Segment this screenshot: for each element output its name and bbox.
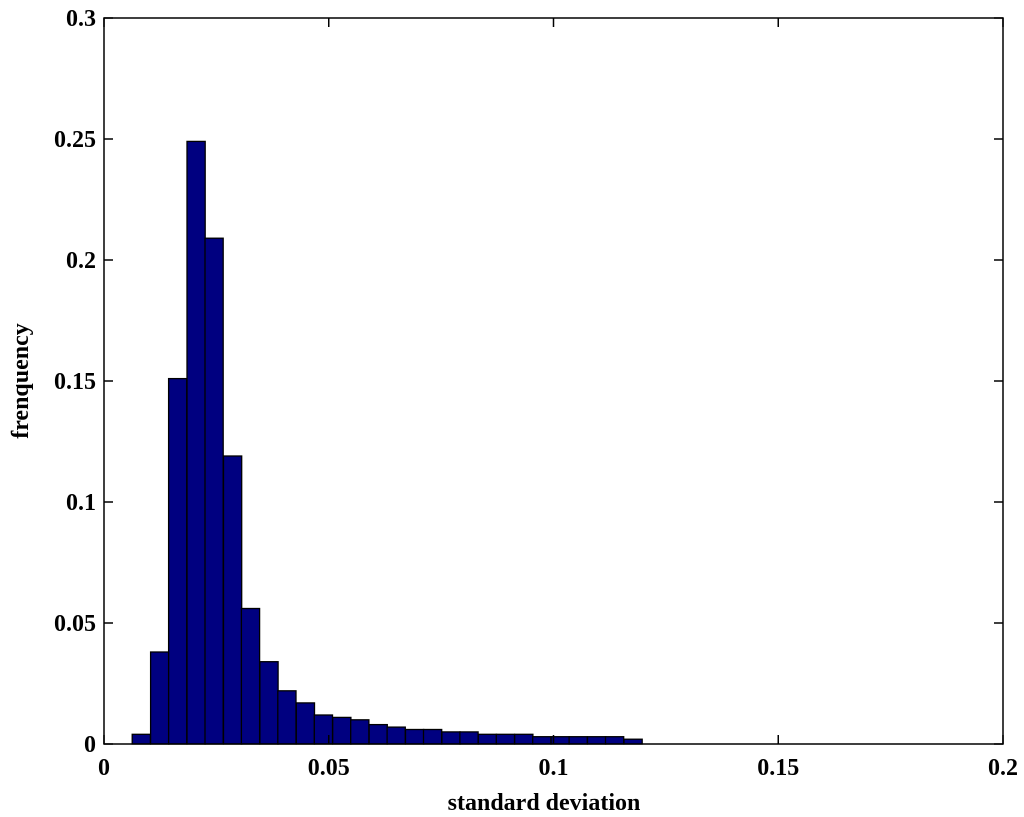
y-tick-label: 0 [84, 732, 96, 758]
x-axis-label: standard deviation [448, 790, 641, 816]
histogram-bar [240, 607, 261, 745]
histogram-bar [295, 702, 316, 745]
histogram-bar [477, 733, 498, 745]
y-tick-label: 0.25 [54, 127, 96, 153]
histogram-bar [149, 651, 170, 745]
y-tick-label: 0.2 [66, 248, 96, 274]
tick-labels-group: 0 0.05 0.1 0.15 0.2 0 0.05 0.1 0.15 0.2 0.25 0.3 [54, 6, 1018, 781]
x-tick-label: 0.05 [308, 755, 350, 781]
histogram-bar [386, 726, 406, 745]
histogram-bar [532, 736, 552, 745]
histogram-bar [332, 716, 352, 745]
histogram-bar [222, 455, 243, 745]
x-tick-label: 0 [98, 755, 110, 781]
histogram-bar [259, 661, 279, 745]
histogram-bar [186, 140, 206, 745]
y-tick-label: 0.05 [54, 611, 96, 637]
histogram-bar [277, 690, 297, 745]
histogram-bar [459, 731, 479, 745]
y-axis-label: frenquency [8, 323, 34, 439]
histogram-bar [568, 736, 588, 745]
histogram-bar [167, 377, 188, 745]
x-tick-label: 0.15 [757, 755, 799, 781]
y-tick-label: 0.3 [66, 6, 96, 32]
histogram-bar [604, 736, 625, 745]
bars-group [131, 140, 643, 745]
histogram-bar [441, 731, 461, 745]
histogram-bar [495, 733, 516, 745]
x-tick-label: 0.1 [539, 755, 569, 781]
histogram-bar [204, 237, 224, 745]
histogram-bar [313, 714, 334, 745]
histogram-bar [586, 736, 607, 745]
histogram-bar [514, 733, 534, 745]
plot-frame [103, 17, 1004, 745]
y-tick-label: 0.1 [66, 490, 96, 516]
y-tick-label: 0.15 [54, 369, 96, 395]
histogram-bar [404, 728, 425, 745]
x-tick-label: 0.2 [988, 755, 1018, 781]
histogram-bar [368, 723, 388, 745]
histogram-bar [422, 728, 443, 745]
histogram-bar [131, 733, 152, 745]
histogram-bar [350, 719, 370, 745]
